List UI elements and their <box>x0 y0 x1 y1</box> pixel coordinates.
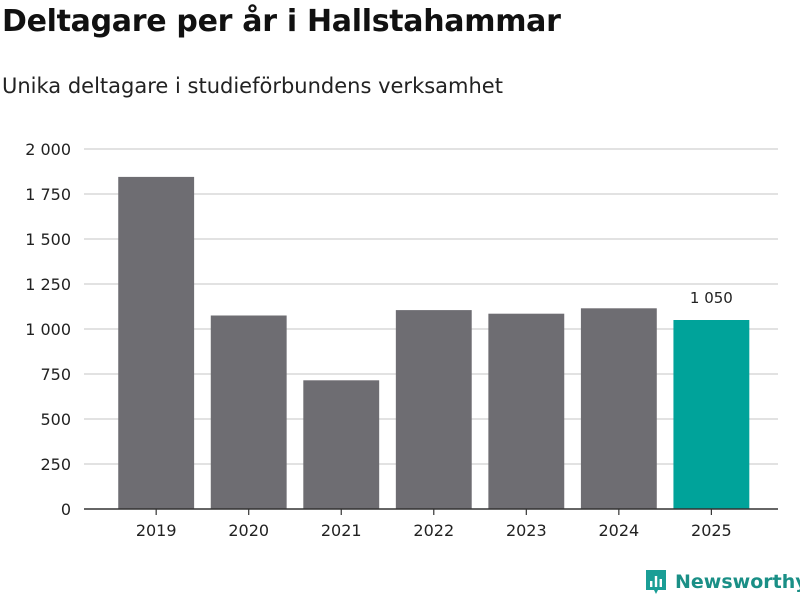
bar-2024[interactable] <box>580 308 657 509</box>
x-tick-label: 2021 <box>321 521 362 540</box>
y-tick-label: 2 000 <box>25 140 71 159</box>
x-tick-label: 2025 <box>691 521 732 540</box>
x-tick-label: 2020 <box>228 521 269 540</box>
newsworthy-logo-icon <box>646 570 666 594</box>
y-tick-label: 1 250 <box>25 275 71 294</box>
y-tick-label: 0 <box>61 500 71 519</box>
x-tick-label: 2019 <box>136 521 177 540</box>
bar-2025[interactable] <box>673 320 750 509</box>
bar-2021[interactable] <box>303 380 380 509</box>
brand-logo[interactable]: Newsworthy <box>644 568 800 596</box>
x-tick-label: 2022 <box>413 521 454 540</box>
y-tick-label: 500 <box>40 410 71 429</box>
y-tick-label: 1 500 <box>25 230 71 249</box>
bar-2022[interactable] <box>395 310 472 509</box>
chart-subtitle: Unika deltagare i studieförbundens verks… <box>2 74 503 98</box>
y-tick-label: 250 <box>40 455 71 474</box>
bar-2020[interactable] <box>210 315 287 510</box>
y-tick-label: 1 000 <box>25 320 71 339</box>
y-tick-label: 750 <box>40 365 71 384</box>
bar-2023[interactable] <box>488 313 565 509</box>
brand-name: Newsworthy <box>675 571 800 593</box>
x-tick-label: 2023 <box>506 521 547 540</box>
x-tick-label: 2024 <box>598 521 639 540</box>
y-tick-label: 1 750 <box>25 185 71 204</box>
bar-2019[interactable] <box>118 176 195 509</box>
chart-title: Deltagare per år i Hallstahammar <box>2 4 561 39</box>
data-label: 1 050 <box>690 289 733 307</box>
